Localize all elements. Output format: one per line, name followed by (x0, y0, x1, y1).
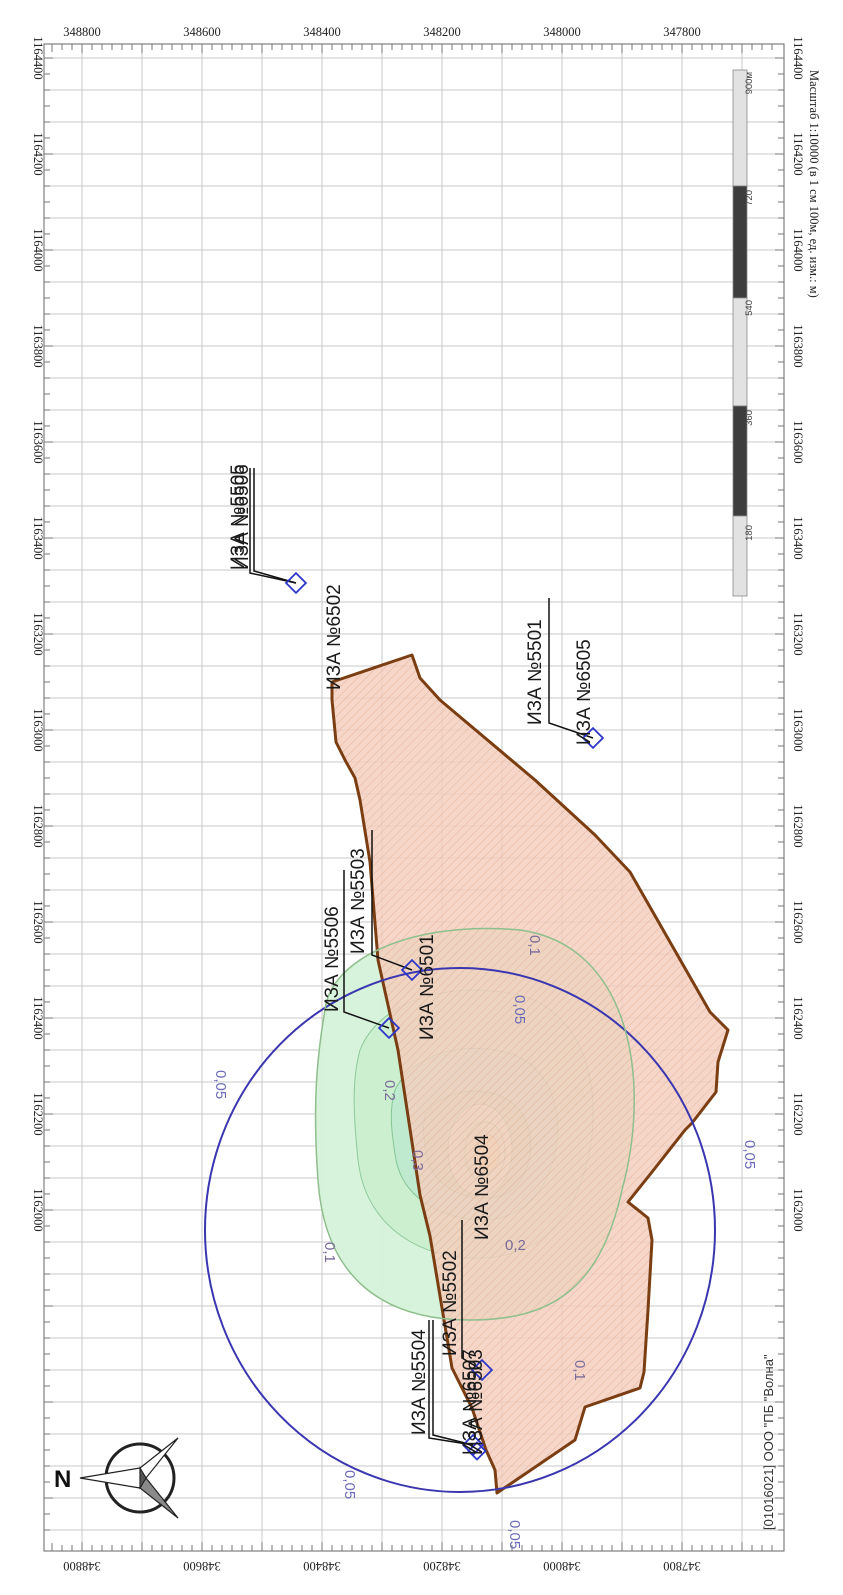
label-5501: ИЗА №5501 (525, 619, 546, 725)
label-6506: ИЗА №6506 (232, 464, 253, 570)
bottom-axis-label-348800: 348800 (63, 1559, 101, 1573)
bottom-axis-label-348400: 348400 (303, 1559, 341, 1573)
scale-bar: 180 360 540 720 900м (732, 69, 755, 597)
left-axis-label-1163800: 1163800 (31, 324, 45, 367)
iso-label-0-2-a: 0,2 (381, 1080, 398, 1101)
left-axis-label-1162800: 1162800 (31, 804, 45, 847)
iso-label-0-1-b: 0,1 (321, 1242, 338, 1263)
iso-label-0-1-c: 0,1 (571, 1360, 588, 1381)
label-6507: ИЗА №6507 (460, 1349, 481, 1455)
company-footer: [01016021] ООО "ПБ "Волна" (761, 1354, 776, 1530)
source-labels: ИЗА №6502 ИЗА №5505 ИЗА №6506 ИЗА №5501 … (228, 464, 595, 1455)
right-axis-label-1163800: 1163800 (791, 324, 805, 367)
bottom-axis-label-348000: 348000 (543, 1559, 581, 1573)
marker-6503 (461, 1433, 485, 1457)
marker-5506 (377, 1016, 401, 1040)
left-axis-label-1162000: 1162000 (31, 1188, 45, 1231)
left-axis-label-1162600: 1162600 (31, 900, 45, 943)
label-6502: ИЗА №6502 (324, 584, 345, 690)
bottom-axis-label-348200: 348200 (423, 1559, 461, 1573)
north-label: N (54, 1466, 71, 1493)
isoline-0-1 (314, 927, 635, 1321)
top-axis-label-348400: 348400 (303, 25, 341, 39)
left-axis-labels: 1164400 1164200 1164000 1163800 1163600 … (31, 36, 45, 1231)
right-axis-label-1163000: 1163000 (791, 708, 805, 751)
right-axis-label-1162200: 1162200 (791, 1092, 805, 1135)
left-axis-label-1163200: 1163200 (31, 612, 45, 655)
right-axis-label-1162000: 1162000 (791, 1188, 805, 1231)
iso-label-0-1-a: 0,1 (526, 935, 543, 956)
bottom-axis-labels: 348800 348600 348400 348200 348000 34780… (63, 1559, 701, 1573)
right-axis-label-1162800: 1162800 (791, 804, 805, 847)
left-axis-label-1162400: 1162400 (31, 996, 45, 1039)
top-axis-label-348600: 348600 (183, 25, 221, 39)
right-axis-label-1164400: 1164400 (791, 36, 805, 79)
right-axis-label-1163200: 1163200 (791, 612, 805, 655)
top-axis-label-347800: 347800 (663, 25, 701, 39)
left-axis-label-1163600: 1163600 (31, 420, 45, 463)
marker-6504 (470, 1358, 494, 1382)
top-axis-label-348800: 348800 (63, 25, 101, 39)
label-5506: ИЗА №5506 (322, 906, 343, 1012)
label-5502: ИЗА №5502 (440, 1250, 461, 1356)
top-axis-labels: 348800 348600 348400 348200 348000 34780… (63, 25, 701, 39)
iso-label-0-2-b: 0,2 (505, 1237, 526, 1254)
bottom-axis-label-347800: 347800 (663, 1559, 701, 1573)
right-axis-label-1162400: 1162400 (791, 996, 805, 1039)
label-6503: ИЗА №6503 (466, 1349, 487, 1455)
scale-label-540: 540 (744, 300, 755, 316)
iso-label-0-05-b: 0,05 (212, 1070, 229, 1099)
label-5503: ИЗА №5503 (348, 848, 369, 954)
scale-caption: Масштаб 1:10000 (в 1 см 100м, ед. изм.: … (807, 70, 821, 298)
iso-label-0-3: 0,3 (409, 1150, 426, 1171)
label-5505: ИЗА №5505 (228, 464, 249, 570)
right-axis-label-1163600: 1163600 (791, 420, 805, 463)
left-axis-label-1162200: 1162200 (31, 1092, 45, 1135)
scale-label-180: 180 (744, 525, 755, 541)
bottom-axis-label-348600: 348600 (183, 1559, 221, 1573)
marker-6505 (581, 726, 605, 750)
top-axis-label-348200: 348200 (423, 25, 461, 39)
left-axis-label-1164200: 1164200 (31, 132, 45, 175)
marker-5504 (467, 1441, 487, 1461)
right-axis-label-1164000: 1164000 (791, 228, 805, 271)
scale-label-360: 360 (744, 410, 755, 426)
left-axis-label-1164000: 1164000 (31, 228, 45, 271)
left-axis-label-1164400: 1164400 (31, 36, 45, 79)
right-axis-label-1163400: 1163400 (791, 516, 805, 559)
right-axis-labels: 1164400 1164200 1164000 1163800 1163600 … (791, 36, 805, 1231)
isoline-labels: 0,05 0,05 0,05 0,05 0,05 0,1 0,1 0,1 0,2… (212, 935, 758, 1549)
top-axis-label-348000: 348000 (543, 25, 581, 39)
label-6501: ИЗА №6501 (417, 934, 438, 1040)
right-axis-label-1164200: 1164200 (791, 132, 805, 175)
label-6505: ИЗА №6505 (574, 639, 595, 745)
isoline-0-05 (204, 967, 716, 1493)
marker-6501 (400, 958, 424, 982)
source-markers (284, 571, 605, 1461)
iso-label-0-05-c: 0,05 (741, 1140, 758, 1169)
left-axis-label-1163000: 1163000 (31, 708, 45, 751)
right-axis-label-1162600: 1162600 (791, 900, 805, 943)
iso-label-0-05-a: 0,05 (511, 995, 528, 1024)
left-axis-label-1163400: 1163400 (31, 516, 45, 559)
frame-ticks (44, 44, 784, 1551)
iso-label-0-05-d: 0,05 (341, 1470, 358, 1499)
scale-label-900: 900м (744, 72, 755, 94)
iso-label-0-05-e: 0,05 (506, 1520, 523, 1549)
scale-label-720: 720 (744, 190, 755, 206)
north-arrow: N (54, 1437, 179, 1519)
label-6504: ИЗА №6504 (472, 1134, 493, 1240)
marker-6502 (284, 571, 308, 595)
label-5504: ИЗА №5504 (409, 1329, 430, 1435)
